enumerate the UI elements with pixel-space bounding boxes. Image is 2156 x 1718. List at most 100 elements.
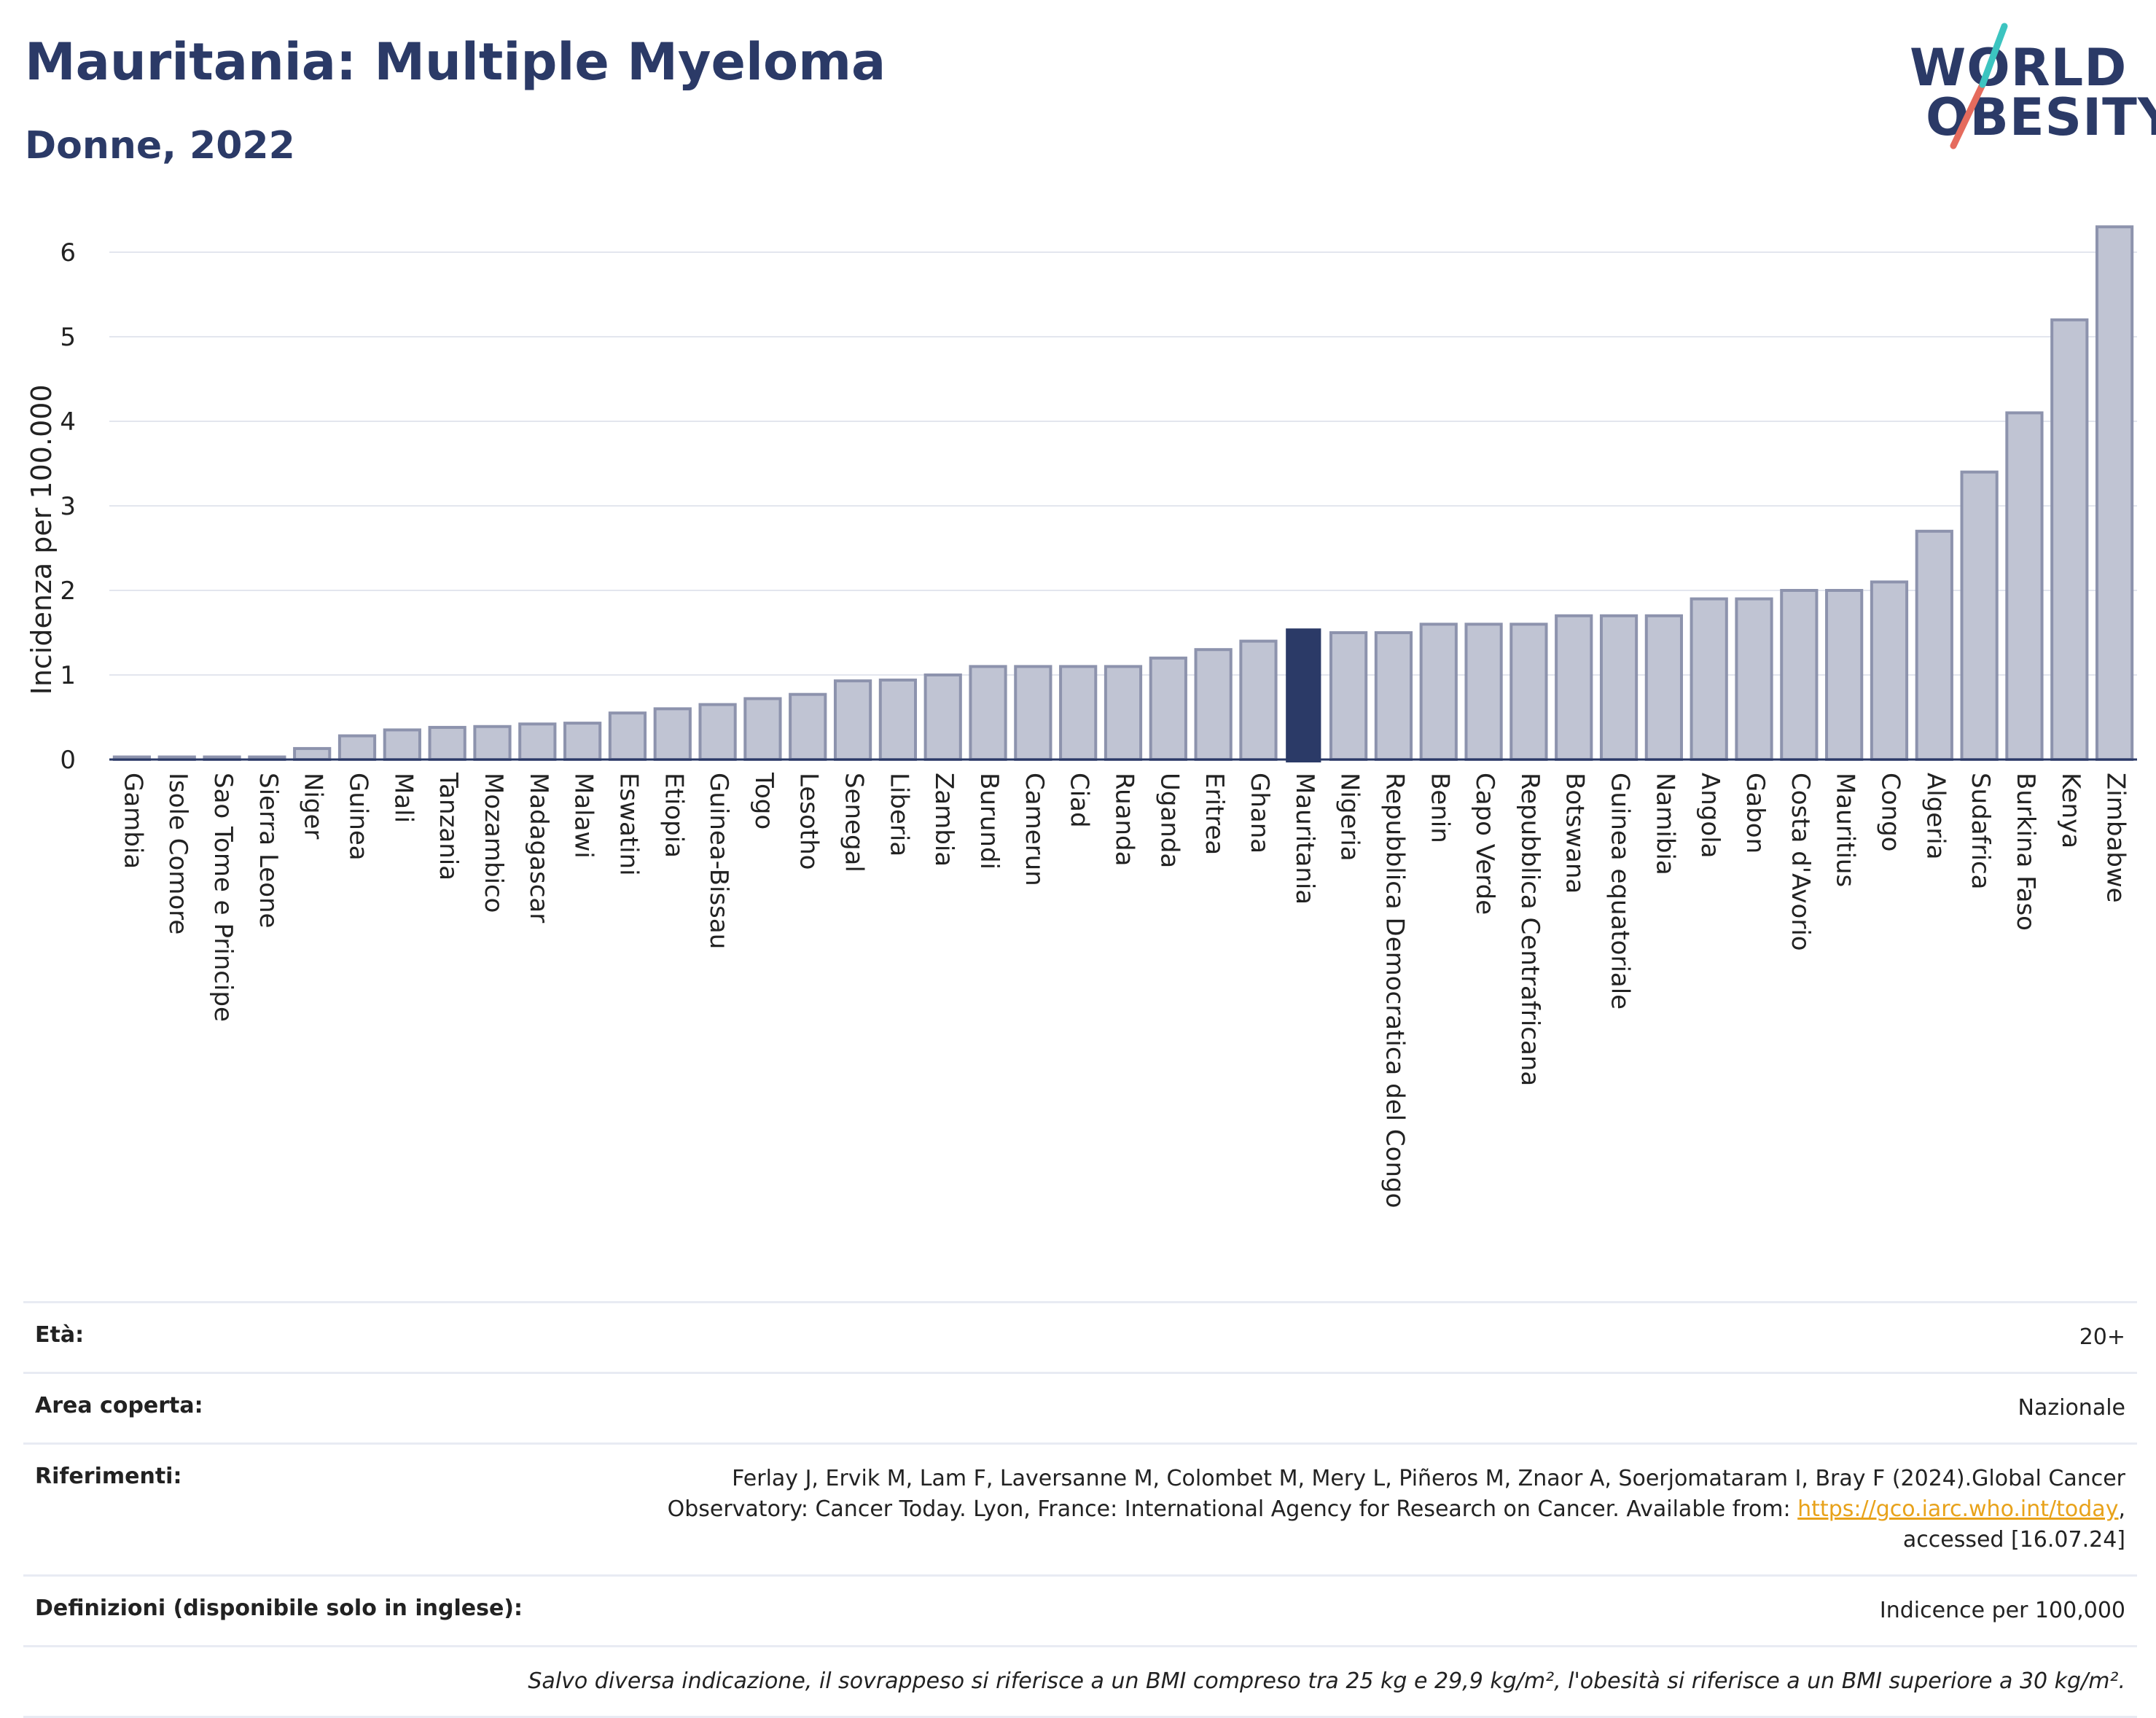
x-tick-label: Sudafrica <box>1966 773 1995 889</box>
x-tick-label: Guinea-Bissau <box>704 773 733 949</box>
y-tick-label: 2 <box>60 577 76 606</box>
y-tick-label: 4 <box>60 407 76 437</box>
x-tick-label: Repubblica Centrafricana <box>1515 773 1544 1086</box>
bar <box>1780 589 1819 761</box>
x-tick-label: Togo <box>749 772 778 829</box>
x-tick-label: Capo Verde <box>1470 773 1499 915</box>
bmi-note: Salvo diversa indicazione, il sovrappeso… <box>528 1668 2125 1694</box>
area-row: Area coperta: Nazionale <box>23 1372 2137 1442</box>
x-tick-label: Burundi <box>975 773 1004 870</box>
x-tick-label: Isole Comore <box>163 773 192 934</box>
bar <box>1870 580 1909 762</box>
bar <box>337 734 377 762</box>
references-value: Ferlay J, Ervik M, Lam F, Laversanne M, … <box>668 1464 2125 1555</box>
x-tick-label: Sierra Leone <box>254 773 283 928</box>
x-tick-label: Algeria <box>1921 773 1950 859</box>
x-tick-label: Gabon <box>1741 773 1770 854</box>
definitions-row: Definizioni (disponibile solo in inglese… <box>23 1574 2137 1645</box>
bar <box>653 707 692 762</box>
x-tick-label: Guinea <box>344 773 373 861</box>
bar <box>2050 318 2089 762</box>
age-row: Età: 20+ <box>23 1301 2137 1372</box>
bar <box>789 692 827 761</box>
bar <box>293 746 332 761</box>
bar <box>1059 665 1098 762</box>
x-tick-label: Benin <box>1425 773 1454 843</box>
x-tick-label: Angola <box>1695 773 1725 858</box>
bar <box>1464 622 1503 762</box>
bar <box>518 722 557 762</box>
x-tick-label: Costa d'Avorio <box>1786 773 1815 951</box>
bar <box>923 673 962 761</box>
bar <box>1555 614 1593 761</box>
bar <box>1960 470 1999 761</box>
references-row: Riferimenti: Ferlay J, Ervik M, Lam F, L… <box>23 1442 2137 1574</box>
references-line-3: accessed [16.07.24] <box>1902 1527 2125 1553</box>
references-line-2: Observatory: Cancer Today. Lyon, France:… <box>667 1496 1798 1522</box>
references-line-1: Ferlay J, Ervik M, Lam F, Laversanne M, … <box>732 1466 2125 1491</box>
x-tick-label: Congo <box>1875 773 1905 851</box>
y-tick-label: 5 <box>60 323 76 352</box>
info-table: Età: 20+ Area coperta: Nazionale Riferim… <box>23 1301 2137 1718</box>
x-tick-label: Mali <box>388 773 418 823</box>
bar <box>1149 656 1187 761</box>
bar <box>1374 631 1413 761</box>
x-tick-label: Gambia <box>118 773 147 869</box>
x-tick-label: Uganda <box>1155 773 1184 868</box>
x-tick-label: Etiopia <box>659 773 688 858</box>
bar <box>1239 639 1278 761</box>
bar <box>1735 597 1773 761</box>
bar <box>2005 411 2044 761</box>
bar <box>1509 622 1548 762</box>
x-tick-label: Zambia <box>929 773 958 867</box>
x-tick-label: Tanzania <box>434 772 463 881</box>
x-tick-label: Kenya <box>2056 773 2085 848</box>
bar-chart: 0 1 2 3 4 5 6 Incidenza per 100.000 Gambia Isole … <box>26 225 2137 1208</box>
x-tick-label: Sao Tome e Principe <box>208 773 238 1022</box>
page-title: Mauritania: Multiple Myeloma <box>25 32 886 92</box>
bar <box>1825 589 1864 761</box>
logo-slash-icon <box>1950 23 2008 149</box>
bar <box>1104 665 1143 762</box>
bar <box>969 665 1007 762</box>
bar <box>698 703 737 761</box>
age-value: 20+ <box>2079 1324 2125 1350</box>
note-row: Salvo diversa indicazione, il sovrappeso… <box>23 1645 2137 1718</box>
x-tick-label: Eritrea <box>1200 773 1229 855</box>
y-tick-label: 6 <box>60 238 76 268</box>
x-tick-label: Guinea equatoriale <box>1606 773 1635 1010</box>
x-tick-label: Mauritius <box>1831 773 1860 887</box>
x-tick-label: Repubblica Democratica del Congo <box>1380 773 1409 1208</box>
y-tick-label: 0 <box>60 746 76 775</box>
x-tick-label: Botswana <box>1561 773 1590 894</box>
bar <box>743 697 782 761</box>
bar <box>1644 614 1683 761</box>
y-tick-label: 3 <box>60 492 76 521</box>
bar <box>1599 614 1639 761</box>
bar <box>608 711 647 762</box>
x-tick-label: Nigeria <box>1335 773 1364 862</box>
bar <box>473 725 512 762</box>
x-tick-label: Mozambico <box>479 773 508 913</box>
y-axis-label: Incidenza per 100.000 <box>26 384 58 695</box>
references-link[interactable]: https://gco.iarc.who.int/today <box>1797 1496 2119 1522</box>
bar <box>1419 622 1458 762</box>
x-tick-label: Ciad <box>1065 773 1094 828</box>
bar <box>1329 631 1368 761</box>
age-label: Età: <box>35 1322 85 1348</box>
bar <box>1014 665 1052 762</box>
references-label: Riferimenti: <box>35 1464 182 1489</box>
bar <box>1286 628 1321 762</box>
x-tick-label: Zimbabwe <box>2101 773 2130 903</box>
x-tick-label: Mauritania <box>1290 773 1319 905</box>
y-tick-label: 1 <box>60 661 76 690</box>
x-tick-label: Camerun <box>1020 773 1049 886</box>
bar <box>878 678 917 762</box>
bar <box>833 679 872 761</box>
bar <box>383 728 421 762</box>
x-tick-label: Niger <box>299 773 328 839</box>
x-tick-label: Burkina Faso <box>2011 773 2040 931</box>
bar <box>1915 529 1953 761</box>
bar <box>2095 225 2134 761</box>
page-subtitle: Donne, 2022 <box>25 124 295 168</box>
